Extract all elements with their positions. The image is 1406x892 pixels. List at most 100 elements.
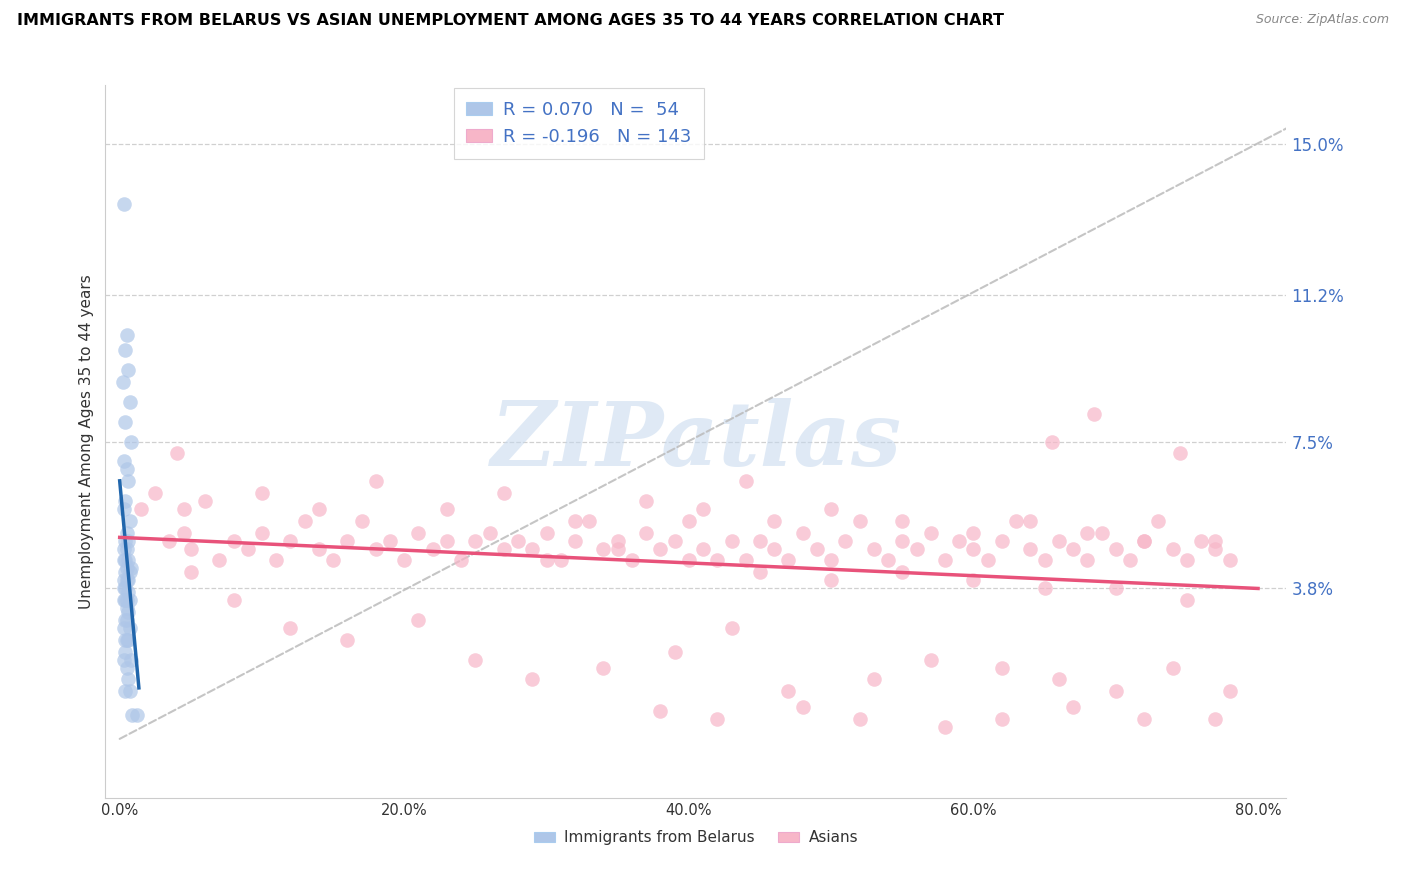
Point bbox=[118, 395, 141, 409]
Point bbox=[478, 525, 501, 540]
Point bbox=[891, 514, 914, 528]
Point bbox=[114, 632, 136, 647]
Point bbox=[112, 196, 135, 211]
Point bbox=[863, 541, 886, 556]
Point bbox=[112, 454, 135, 468]
Point bbox=[1062, 541, 1084, 556]
Point bbox=[394, 553, 416, 567]
Point bbox=[118, 684, 141, 698]
Point bbox=[1133, 712, 1156, 726]
Point bbox=[692, 541, 714, 556]
Point bbox=[692, 502, 714, 516]
Point bbox=[280, 533, 302, 548]
Point bbox=[991, 533, 1014, 548]
Point bbox=[792, 700, 814, 714]
Point bbox=[1019, 541, 1042, 556]
Point bbox=[117, 605, 139, 619]
Point bbox=[173, 502, 195, 516]
Point bbox=[114, 415, 136, 429]
Point bbox=[173, 525, 195, 540]
Point bbox=[1219, 553, 1241, 567]
Point bbox=[115, 632, 138, 647]
Point bbox=[125, 708, 148, 723]
Point bbox=[934, 720, 956, 734]
Point bbox=[115, 541, 138, 556]
Point bbox=[1033, 581, 1056, 595]
Point bbox=[112, 581, 135, 595]
Point bbox=[336, 533, 359, 548]
Point bbox=[734, 553, 756, 567]
Point bbox=[114, 593, 136, 607]
Point bbox=[408, 613, 430, 627]
Point bbox=[664, 645, 686, 659]
Point bbox=[112, 652, 135, 666]
Point bbox=[749, 566, 772, 580]
Point bbox=[112, 541, 135, 556]
Point bbox=[1076, 525, 1098, 540]
Point bbox=[592, 660, 614, 674]
Point bbox=[678, 553, 700, 567]
Point bbox=[117, 474, 139, 488]
Point bbox=[1161, 660, 1184, 674]
Point bbox=[834, 533, 856, 548]
Point bbox=[550, 553, 572, 567]
Point bbox=[114, 613, 136, 627]
Point bbox=[1090, 525, 1112, 540]
Y-axis label: Unemployment Among Ages 35 to 44 years: Unemployment Among Ages 35 to 44 years bbox=[79, 274, 94, 609]
Point bbox=[129, 502, 152, 516]
Point bbox=[250, 525, 273, 540]
Point bbox=[120, 561, 142, 575]
Point bbox=[506, 533, 529, 548]
Point bbox=[891, 566, 914, 580]
Point bbox=[180, 541, 202, 556]
Point bbox=[294, 514, 316, 528]
Point bbox=[1033, 553, 1056, 567]
Point bbox=[118, 514, 141, 528]
Point bbox=[118, 593, 141, 607]
Point bbox=[112, 593, 135, 607]
Point bbox=[1119, 553, 1142, 567]
Point bbox=[650, 704, 672, 718]
Point bbox=[720, 621, 742, 635]
Text: ZIPatlas: ZIPatlas bbox=[491, 399, 901, 484]
Point bbox=[114, 645, 136, 659]
Point bbox=[820, 553, 842, 567]
Point bbox=[522, 673, 544, 687]
Point bbox=[114, 684, 136, 698]
Point bbox=[976, 553, 998, 567]
Text: IMMIGRANTS FROM BELARUS VS ASIAN UNEMPLOYMENT AMONG AGES 35 TO 44 YEARS CORRELAT: IMMIGRANTS FROM BELARUS VS ASIAN UNEMPLO… bbox=[17, 13, 1004, 29]
Point bbox=[706, 712, 728, 726]
Point bbox=[606, 541, 628, 556]
Point bbox=[1189, 533, 1212, 548]
Point bbox=[117, 553, 139, 567]
Point bbox=[522, 541, 544, 556]
Point bbox=[118, 566, 141, 580]
Point bbox=[664, 533, 686, 548]
Point bbox=[962, 541, 984, 556]
Point bbox=[143, 486, 166, 500]
Point bbox=[1175, 593, 1198, 607]
Point bbox=[111, 375, 134, 389]
Point bbox=[436, 502, 458, 516]
Point bbox=[115, 574, 138, 588]
Point bbox=[920, 652, 942, 666]
Point bbox=[749, 533, 772, 548]
Point bbox=[115, 593, 138, 607]
Point bbox=[1204, 533, 1226, 548]
Point bbox=[436, 533, 458, 548]
Point bbox=[564, 533, 586, 548]
Point bbox=[114, 494, 136, 508]
Point bbox=[778, 684, 800, 698]
Point bbox=[112, 553, 135, 567]
Point bbox=[962, 525, 984, 540]
Point bbox=[962, 574, 984, 588]
Point bbox=[848, 712, 870, 726]
Point bbox=[778, 553, 800, 567]
Point bbox=[492, 486, 515, 500]
Point bbox=[991, 660, 1014, 674]
Point bbox=[115, 525, 138, 540]
Point bbox=[114, 566, 136, 580]
Text: Source: ZipAtlas.com: Source: ZipAtlas.com bbox=[1256, 13, 1389, 27]
Point bbox=[408, 525, 430, 540]
Point bbox=[322, 553, 344, 567]
